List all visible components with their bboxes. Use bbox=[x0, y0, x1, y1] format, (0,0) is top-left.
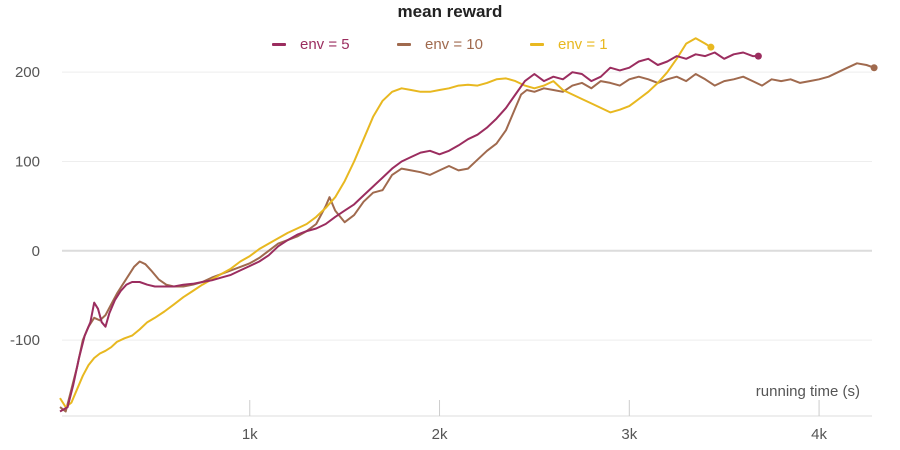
y-tick-label: 200 bbox=[15, 64, 40, 81]
x-tick-label: 3k bbox=[621, 426, 637, 443]
series-end-point-1[interactable] bbox=[870, 64, 878, 72]
series-end-point-2[interactable] bbox=[707, 43, 715, 51]
legend-swatch-series-1 bbox=[397, 43, 411, 46]
y-tick-label: 100 bbox=[15, 153, 40, 170]
series-line-2[interactable] bbox=[59, 37, 712, 409]
gridlines bbox=[62, 71, 872, 417]
series-line-0[interactable] bbox=[59, 51, 759, 413]
y-tick-label: -100 bbox=[10, 332, 40, 349]
x-tick-label: 4k bbox=[811, 426, 827, 443]
axis-ticks: -100 0 100 200 1k 2k 3k 4k bbox=[10, 64, 828, 443]
series-end-point-0[interactable] bbox=[754, 52, 762, 60]
x-tick-label: 1k bbox=[242, 426, 258, 443]
legend-swatch-series-2 bbox=[530, 43, 544, 46]
legend: env = 5 env = 10 env = 1 bbox=[0, 36, 900, 56]
series-lines bbox=[59, 37, 878, 413]
legend-item-series-1[interactable]: env = 10 bbox=[397, 36, 483, 53]
legend-swatch-series-0 bbox=[272, 43, 286, 46]
x-tick-label: 2k bbox=[432, 426, 448, 443]
chart-title: mean reward bbox=[397, 2, 503, 21]
series-line-1[interactable] bbox=[59, 62, 875, 413]
legend-item-series-2[interactable]: env = 1 bbox=[530, 36, 608, 53]
legend-item-series-0[interactable]: env = 5 bbox=[272, 36, 350, 53]
x-axis-label: running time (s) bbox=[756, 383, 860, 400]
y-tick-label: 0 bbox=[32, 243, 40, 260]
legend-label-series-2: env = 1 bbox=[558, 36, 608, 53]
legend-label-series-1: env = 10 bbox=[425, 36, 483, 53]
legend-label-series-0: env = 5 bbox=[300, 36, 350, 53]
